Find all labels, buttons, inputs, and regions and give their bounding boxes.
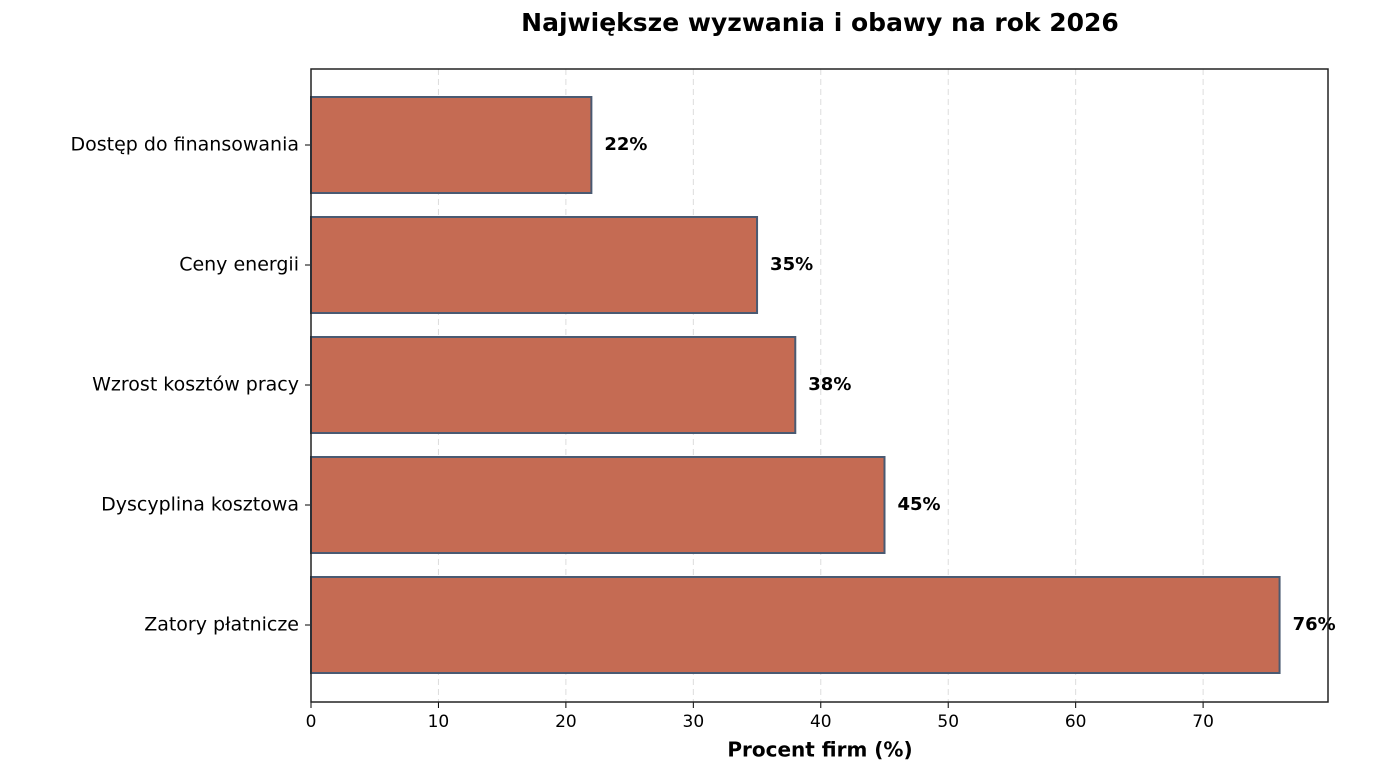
y-tick-label: Dostęp do finansowania (71, 134, 299, 156)
y-tick-label: Dyscyplina kosztowa (101, 494, 299, 516)
x-tick-label: 50 (937, 712, 959, 732)
chart-title: Największe wyzwania i obawy na rok 2026 (521, 8, 1119, 37)
y-tick-label: Zatory płatnicze (144, 614, 299, 636)
bar (310, 216, 759, 314)
bar (310, 456, 886, 554)
x-tick-label: 10 (428, 712, 450, 732)
y-tick-label: Ceny energii (179, 254, 299, 276)
value-label: 35% (770, 254, 813, 275)
x-tick-label: 60 (1065, 712, 1087, 732)
x-axis-label: Procent firm (%) (727, 738, 912, 762)
x-tick-label: 30 (683, 712, 705, 732)
bar (310, 576, 1281, 674)
x-tick-label: 40 (810, 712, 832, 732)
x-tick-label: 0 (306, 712, 317, 732)
x-tick-label: 20 (555, 712, 577, 732)
value-label: 76% (1293, 614, 1336, 635)
value-label: 22% (604, 134, 647, 155)
bar (310, 96, 593, 194)
value-label: 45% (897, 494, 940, 515)
y-tick-label: Wzrost kosztów pracy (92, 374, 299, 396)
bar (310, 336, 797, 434)
plot-frame (310, 68, 1329, 703)
value-label: 38% (808, 374, 851, 395)
x-tick-label: 70 (1192, 712, 1214, 732)
